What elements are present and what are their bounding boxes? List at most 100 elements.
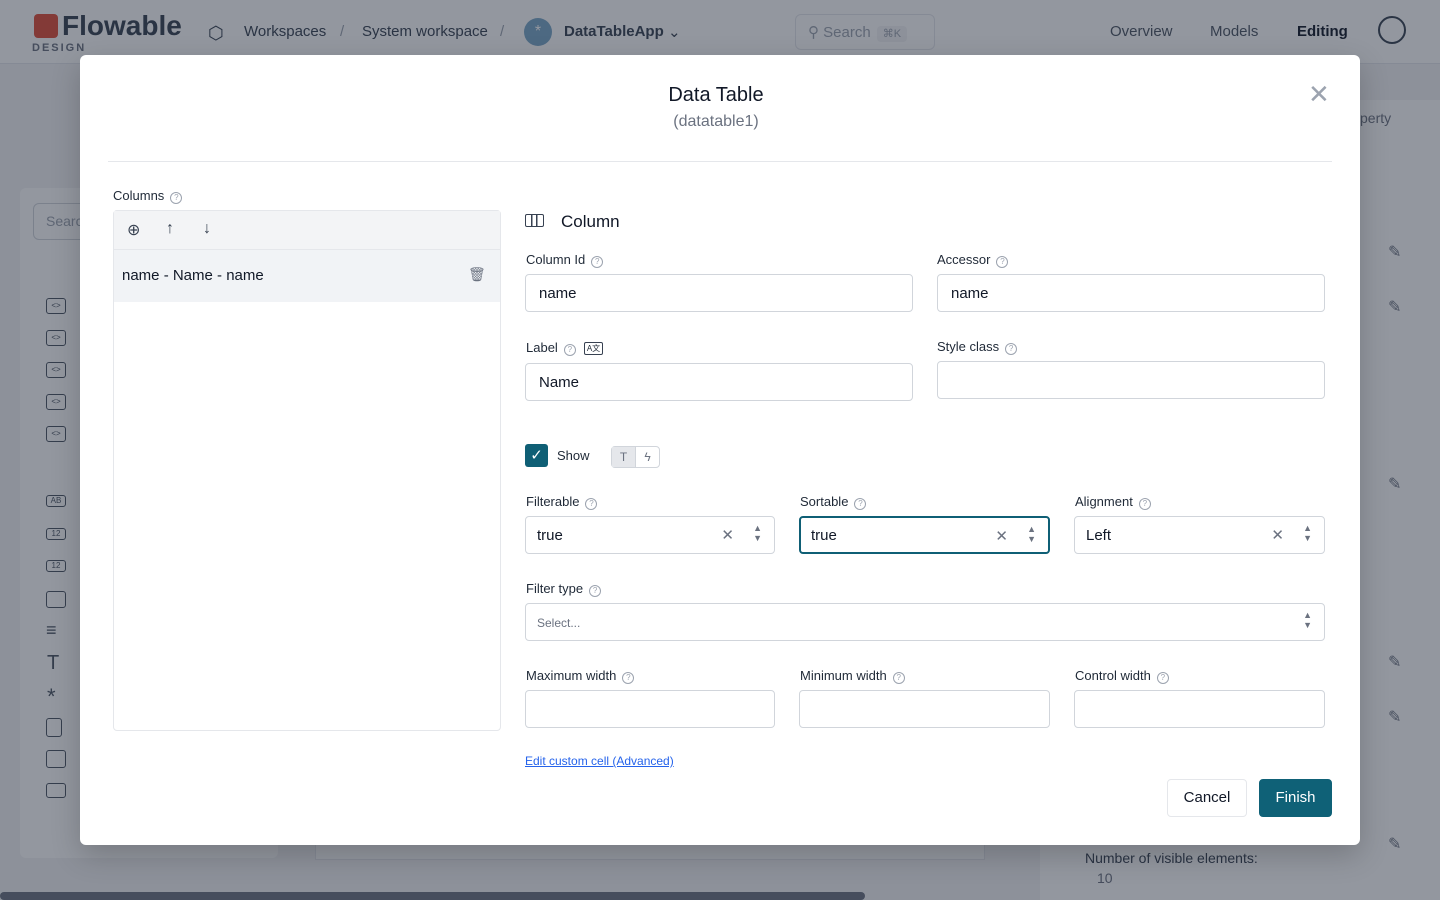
sortable-label: Sortable? xyxy=(800,494,867,510)
pencil-icon[interactable]: ✎ xyxy=(1388,244,1402,261)
alignment-select[interactable]: Left ✕ ▲ ▼ xyxy=(1074,516,1325,554)
help-icon: ? xyxy=(854,498,867,510)
move-down-icon[interactable]: ↓ xyxy=(203,220,211,237)
alignment-label: Alignment? xyxy=(1075,494,1151,510)
finish-button[interactable]: Finish xyxy=(1259,779,1332,817)
min-width-input[interactable] xyxy=(799,690,1050,728)
style-class-label: Style class? xyxy=(937,339,1018,355)
style-class-input[interactable] xyxy=(937,361,1325,399)
translate-icon[interactable]: A文 xyxy=(583,342,604,355)
clear-icon[interactable]: ✕ xyxy=(721,527,734,544)
app-icon: * xyxy=(524,18,552,46)
pencil-icon[interactable]: ✎ xyxy=(1388,709,1402,726)
show-checkbox[interactable]: ✓ xyxy=(525,444,548,467)
text-align-icon[interactable]: ≡ xyxy=(46,620,57,640)
top-bar: Flowable DESIGN ⬡ Workspaces / System wo… xyxy=(0,0,1440,64)
search-input[interactable]: ⚲ Search ⌘K xyxy=(795,14,935,50)
dialog-subtitle: (datatable1) xyxy=(673,113,759,130)
code-icon[interactable]: <> xyxy=(46,426,66,442)
sortable-select[interactable]: true ✕ ▲ ▼ xyxy=(799,516,1050,554)
number-field-icon[interactable]: 12 xyxy=(46,560,66,572)
breadcrumb-separator: / xyxy=(340,23,345,40)
breadcrumb-system-workspace[interactable]: System workspace xyxy=(362,23,488,40)
column-item-label: name - Name - name xyxy=(122,267,264,284)
control-width-input[interactable] xyxy=(1074,690,1325,728)
columns-list: ⊕ ↑ ↓ name - Name - name 🗑 xyxy=(113,210,501,731)
nav-models[interactable]: Models xyxy=(1210,23,1259,40)
filter-type-select[interactable]: Select... ▲ ▼ xyxy=(525,603,1325,641)
pencil-icon[interactable]: ✎ xyxy=(1388,654,1402,671)
max-width-input[interactable] xyxy=(525,690,775,728)
code-icon[interactable]: <> xyxy=(46,394,66,410)
section-title: Column xyxy=(561,212,620,231)
visible-elements-label: Number of visible elements: xyxy=(1085,850,1258,866)
code-icon[interactable]: <> xyxy=(46,298,66,314)
label-label: Label? A文 xyxy=(526,340,604,356)
help-icon: ? xyxy=(622,672,635,684)
pencil-icon[interactable]: ✎ xyxy=(1388,476,1402,493)
horizontal-scrollbar[interactable] xyxy=(0,892,865,900)
divider xyxy=(108,161,1332,162)
nav-overview[interactable]: Overview xyxy=(1110,23,1173,40)
edit-custom-cell-link[interactable]: Edit custom cell (Advanced) xyxy=(525,754,674,768)
clear-icon[interactable]: ✕ xyxy=(995,528,1008,545)
help-icon: ? xyxy=(589,585,602,597)
text-mode-icon[interactable]: T xyxy=(612,447,636,467)
chevron-updown-icon: ▲ ▼ xyxy=(1303,610,1312,630)
trash-icon[interactable]: 🗑 xyxy=(468,266,486,282)
columns-icon xyxy=(525,214,544,227)
filterable-select[interactable]: true ✕ ▲ ▼ xyxy=(525,516,775,554)
close-icon[interactable]: ✕ xyxy=(1308,79,1330,109)
flowable-logo[interactable]: Flowable xyxy=(34,10,182,42)
columns-toolbar: ⊕ ↑ ↓ xyxy=(114,211,500,250)
column-list-item[interactable]: name - Name - name 🗑 xyxy=(114,250,500,302)
help-icon: ? xyxy=(591,256,604,268)
dialog-title: Data Table xyxy=(668,84,764,106)
pencil-icon[interactable]: ✎ xyxy=(1388,836,1402,853)
label-input[interactable]: Name xyxy=(525,363,913,401)
cancel-button[interactable]: Cancel xyxy=(1167,779,1247,817)
chevron-down-icon[interactable]: ⌄ xyxy=(668,24,681,41)
expression-mode-icon[interactable]: ϟ xyxy=(644,450,651,464)
help-icon: ? xyxy=(892,672,905,684)
code-icon[interactable]: <> xyxy=(46,362,66,378)
add-column-icon[interactable]: ⊕ xyxy=(127,222,141,239)
panel-icon[interactable] xyxy=(46,750,66,768)
help-icon: ? xyxy=(1005,343,1018,355)
help-icon: ? xyxy=(1156,672,1169,684)
logo-subtitle: DESIGN xyxy=(32,42,87,54)
chevron-updown-icon: ▲ ▼ xyxy=(1027,524,1036,544)
number-field-icon[interactable]: 12 xyxy=(46,528,66,540)
nav-editing[interactable]: Editing xyxy=(1297,23,1348,40)
text-field-icon[interactable]: AB xyxy=(46,495,66,507)
help-icon: ? xyxy=(170,192,183,204)
clear-icon[interactable]: ✕ xyxy=(1271,527,1284,544)
code-icon[interactable]: <> xyxy=(46,330,66,346)
filterable-label: Filterable? xyxy=(526,494,598,510)
user-avatar-icon[interactable] xyxy=(1378,16,1406,44)
search-icon: ⚲ xyxy=(808,24,824,41)
move-up-icon[interactable]: ↑ xyxy=(166,220,174,237)
asterisk-icon[interactable]: * xyxy=(47,684,56,709)
max-width-label: Maximum width? xyxy=(526,668,635,684)
pencil-icon[interactable]: ✎ xyxy=(1388,299,1402,316)
breadcrumb-app[interactable]: DataTableApp xyxy=(564,23,664,40)
data-table-dialog: Data Table (datatable1) ✕ Columns? ⊕ ↑ ↓… xyxy=(80,55,1360,845)
breadcrumb-separator: / xyxy=(500,23,505,40)
text-icon[interactable]: T xyxy=(47,652,60,674)
accessor-input[interactable]: name xyxy=(937,274,1325,312)
chevron-updown-icon: ▲ ▼ xyxy=(1303,523,1312,543)
breadcrumb-workspaces[interactable]: Workspaces xyxy=(244,23,327,40)
document-icon[interactable] xyxy=(46,718,62,737)
cube-icon: ⬡ xyxy=(208,23,224,43)
visible-elements-value: 10 xyxy=(1097,870,1113,886)
mail-icon[interactable] xyxy=(46,783,66,798)
chevron-updown-icon: ▲ ▼ xyxy=(753,523,762,543)
column-id-input[interactable]: name xyxy=(525,274,913,312)
columns-label: Columns? xyxy=(113,188,183,204)
calendar-icon[interactable] xyxy=(46,591,66,608)
show-label: Show xyxy=(557,448,590,463)
property-search[interactable]: perty xyxy=(1360,110,1392,126)
help-icon: ? xyxy=(585,498,598,510)
